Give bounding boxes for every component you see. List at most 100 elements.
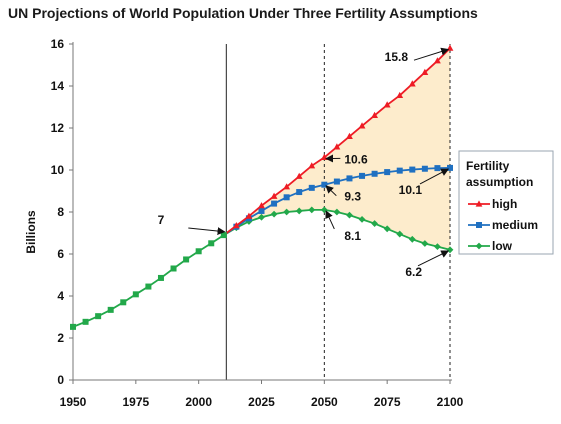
annotation-6.2: 6.2 <box>405 250 450 279</box>
data-point-low <box>270 210 278 218</box>
legend-item-high: high <box>468 197 517 211</box>
legend-marker-medium <box>476 222 482 228</box>
data-point-high <box>434 57 441 64</box>
y-tick-label: 2 <box>57 331 64 345</box>
data-point-high <box>408 80 416 87</box>
annotation-label: 7 <box>158 213 165 227</box>
series-historical <box>70 232 227 330</box>
data-point-medium <box>321 181 328 188</box>
annotation-arrow <box>419 168 450 185</box>
data-point-high <box>245 212 253 219</box>
data-point-medium <box>333 178 340 185</box>
chart-title: UN Projections of World Population Under… <box>8 5 478 21</box>
data-point-high <box>421 68 429 75</box>
data-point-historical <box>157 274 164 281</box>
data-point-high <box>283 183 291 190</box>
data-point-medium <box>434 165 441 172</box>
x-tick-label: 2050 <box>311 395 338 409</box>
annotation-label: 9.3 <box>344 190 361 204</box>
annotation-arrow <box>188 227 226 236</box>
data-point-medium <box>296 189 303 196</box>
data-point-medium <box>283 194 290 201</box>
annotation-15.8: 15.8 <box>385 47 450 64</box>
data-point-historical <box>132 291 139 298</box>
annotation-7: 7 <box>158 213 226 236</box>
data-point-high <box>396 91 404 99</box>
y-tick-label: 14 <box>51 79 65 93</box>
x-tick-label: 2000 <box>185 395 212 409</box>
y-tick-label: 4 <box>57 289 64 303</box>
data-point-medium <box>421 165 428 172</box>
annotation-label: 10.1 <box>399 183 423 197</box>
legend-label: low <box>492 239 513 253</box>
legend-marker-low <box>475 242 483 250</box>
annotation-arrow <box>417 250 450 267</box>
data-point-low <box>346 211 353 219</box>
data-point-low <box>383 225 391 233</box>
annotation-8.1: 8.1 <box>325 210 361 243</box>
data-point-low <box>333 208 341 216</box>
x-tick-label: 1950 <box>60 395 87 409</box>
legend-label: medium <box>492 218 538 232</box>
data-point-medium <box>359 172 366 179</box>
data-point-low <box>295 207 303 215</box>
series-medium <box>223 164 453 236</box>
annotation-10.6: 10.6 <box>325 152 368 166</box>
data-point-historical <box>82 318 89 325</box>
data-point-low <box>308 206 316 214</box>
data-point-historical <box>120 299 127 306</box>
x-tick-label: 1975 <box>122 395 149 409</box>
legend-title-line-1: Fertility <box>466 159 510 173</box>
data-point-low <box>396 230 404 238</box>
data-point-historical <box>170 265 177 272</box>
data-point-medium <box>371 170 378 177</box>
y-tick-label: 10 <box>51 163 65 177</box>
y-tick-label: 8 <box>57 205 64 219</box>
data-point-low <box>283 208 291 216</box>
annotation-label: 10.6 <box>344 152 368 166</box>
annotations: 7 15.8 10.6 9.3 8.1 10.1 6.2 <box>158 47 450 279</box>
axes: 0 2 4 6 8 10 12 14 16 1950 1975 2000 2025 2050 2075 210… <box>51 37 464 409</box>
data-point-medium <box>396 167 403 174</box>
data-series <box>70 44 454 330</box>
x-tick-label: 2075 <box>374 395 401 409</box>
legend: Fertility assumption high medium low <box>458 150 554 255</box>
data-point-low <box>358 215 366 223</box>
data-point-historical <box>70 323 76 330</box>
data-point-high <box>383 101 391 108</box>
data-point-historical <box>107 306 114 313</box>
legend-item-low: low <box>468 239 513 253</box>
data-point-low <box>421 240 429 247</box>
data-point-high <box>358 122 366 129</box>
data-point-medium <box>308 184 315 191</box>
data-point-medium <box>384 169 391 176</box>
legend-title-line-2: assumption <box>466 175 533 189</box>
data-point-medium <box>346 175 353 182</box>
data-point-historical <box>220 232 227 239</box>
annotation-arrow <box>325 185 337 197</box>
data-point-low <box>446 246 454 254</box>
data-point-high <box>346 132 353 139</box>
legend-item-medium: medium <box>468 218 538 232</box>
data-point-high <box>371 111 378 118</box>
annotation-arrow <box>325 210 335 230</box>
legend-marker-high <box>475 200 483 207</box>
data-point-high <box>232 222 240 229</box>
annotation-10.1: 10.1 <box>399 168 450 197</box>
y-tick-label: 0 <box>57 373 64 387</box>
data-point-low <box>258 213 265 221</box>
data-point-high <box>295 172 303 179</box>
data-point-low <box>371 220 378 227</box>
data-point-high <box>333 143 341 150</box>
annotation-arrow <box>413 47 450 61</box>
annotation-9.3: 9.3 <box>325 185 361 204</box>
data-point-low <box>408 235 416 243</box>
data-point-historical <box>195 248 202 255</box>
annotation-label: 8.1 <box>344 229 361 243</box>
data-point-historical <box>183 256 190 263</box>
data-point-high <box>258 202 265 209</box>
data-point-high <box>308 162 316 169</box>
data-point-medium <box>409 166 416 173</box>
y-tick-label: 16 <box>51 37 65 51</box>
